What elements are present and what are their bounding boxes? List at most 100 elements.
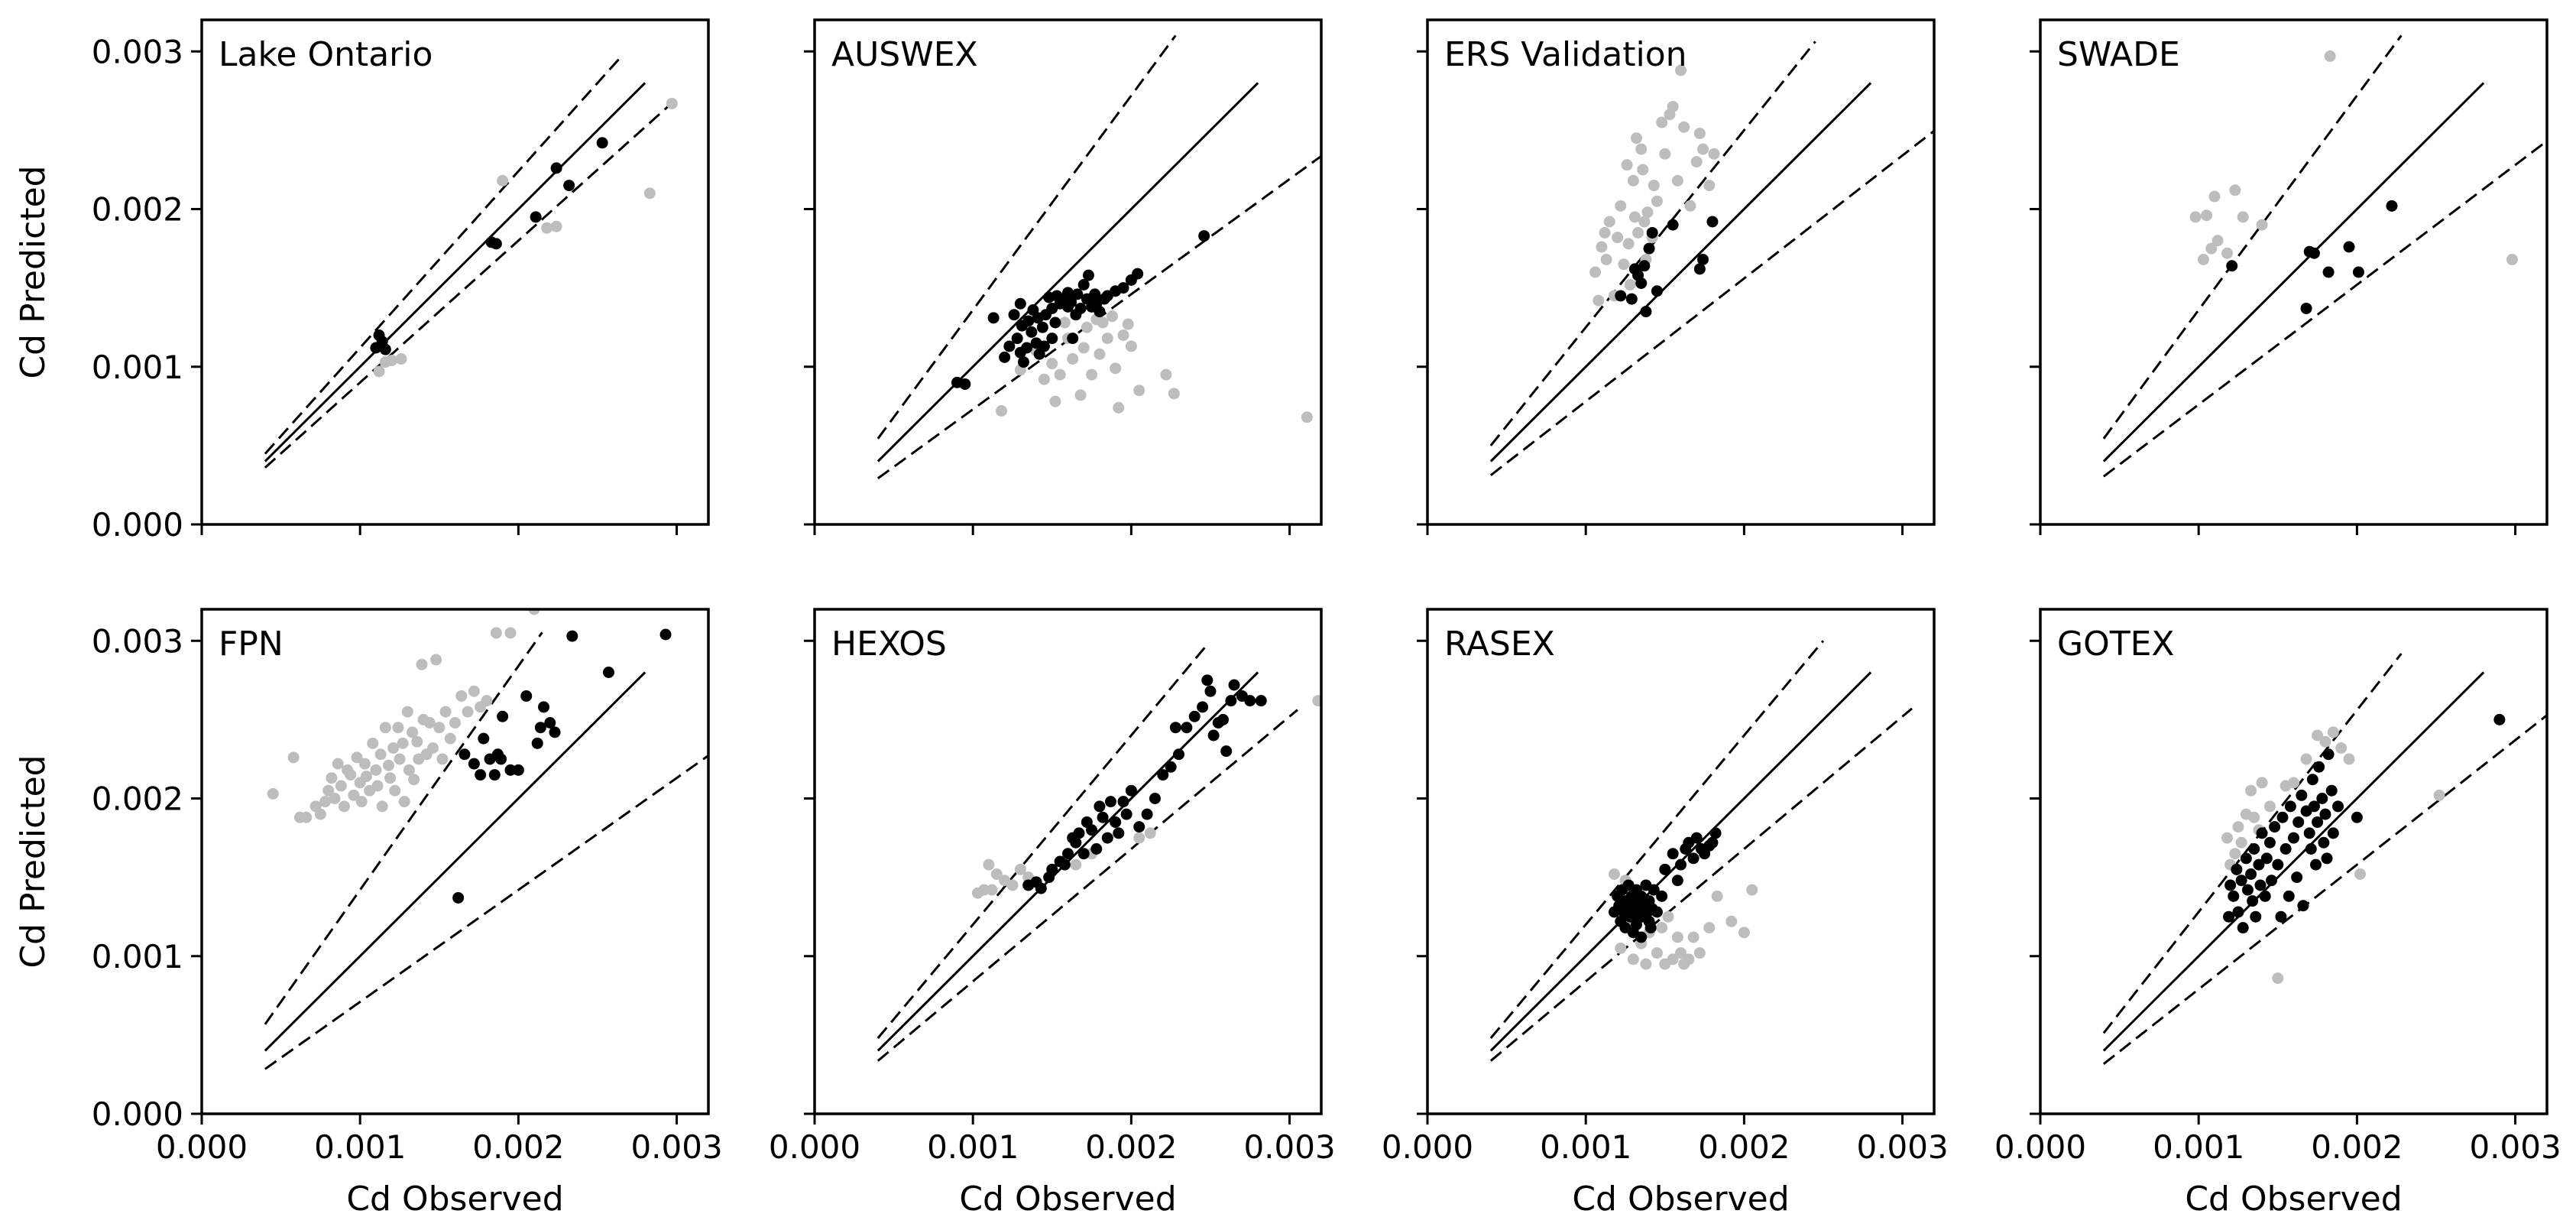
- included-point: [2263, 836, 2276, 849]
- lower-bound-dashed-line: [264, 100, 675, 469]
- included-point: [2313, 761, 2325, 773]
- x-tick-label: 0.003: [1856, 1128, 1948, 1166]
- included-point: [1706, 836, 1719, 849]
- included-point: [1062, 287, 1074, 299]
- excluded-point: [411, 735, 423, 748]
- x-tick-label: 0.003: [1243, 1128, 1335, 1166]
- included-point: [2254, 879, 2267, 891]
- included-point: [1017, 356, 1029, 368]
- upper-bound-dashed-line: [1489, 41, 1816, 446]
- excluded-point: [1117, 329, 1129, 341]
- excluded-point: [2324, 50, 2336, 62]
- included-point: [1094, 800, 1106, 813]
- excluded-point: [332, 758, 344, 770]
- excluded-point: [267, 787, 279, 800]
- excluded-point: [436, 753, 449, 765]
- excluded-point: [1097, 316, 1109, 329]
- excluded-point: [1077, 342, 1090, 354]
- excluded-point: [2327, 726, 2339, 738]
- one-to-one-line: [2102, 82, 2485, 462]
- included-point: [2272, 858, 2284, 871]
- y-tick-label: 0.000: [92, 506, 183, 544]
- excluded-point: [2272, 972, 2284, 985]
- included-point: [1675, 858, 1687, 871]
- included-point: [1690, 832, 1703, 844]
- panel-title: Lake Ontario: [219, 35, 433, 74]
- excluded-point: [367, 737, 379, 749]
- excluded-point: [389, 784, 401, 797]
- included-point: [1157, 769, 1169, 781]
- excluded-point: [395, 352, 407, 365]
- excluded-point: [1693, 128, 1706, 139]
- excluded-point: [329, 793, 341, 804]
- included-point: [1646, 226, 1658, 239]
- excluded-point: [1711, 890, 1723, 902]
- excluded-point: [1675, 947, 1687, 959]
- included-point: [1644, 922, 1657, 934]
- excluded-point: [1662, 910, 1674, 923]
- excluded-point: [1635, 143, 1648, 155]
- excluded-point: [1006, 879, 1019, 891]
- included-point: [2386, 200, 2398, 212]
- included-point: [2300, 302, 2312, 314]
- excluded-point: [1067, 352, 1079, 365]
- included-point: [1635, 277, 1648, 289]
- excluded-point: [1046, 358, 1058, 370]
- included-point: [1615, 290, 1627, 302]
- excluded-point: [319, 796, 332, 808]
- excluded-point: [643, 187, 656, 200]
- excluded-point: [1612, 232, 1624, 244]
- excluded-point: [345, 769, 357, 781]
- included-point: [2241, 884, 2254, 896]
- excluded-point: [497, 174, 509, 187]
- included-point: [2256, 827, 2268, 839]
- included-point: [1125, 784, 1137, 797]
- panel-title: FPN: [219, 625, 284, 664]
- panel-title: GOTEX: [2057, 625, 2175, 664]
- excluded-point: [462, 706, 474, 718]
- included-point: [379, 343, 391, 355]
- excluded-point: [1081, 321, 1093, 333]
- included-point: [602, 667, 614, 678]
- included-point: [2308, 800, 2320, 813]
- included-point: [2318, 836, 2330, 849]
- included-point: [1638, 260, 1651, 272]
- included-point: [1046, 863, 1058, 875]
- excluded-point: [439, 706, 452, 718]
- upper-bound-dashed-line: [2102, 653, 2403, 1034]
- x-tick-label: 0.000: [156, 1128, 248, 1166]
- excluded-point: [1656, 922, 1668, 934]
- included-point: [1244, 695, 1256, 707]
- included-point: [2291, 871, 2303, 884]
- excluded-point: [1675, 64, 1687, 76]
- excluded-point: [2256, 219, 2268, 231]
- plot-area: [264, 55, 678, 469]
- included-point: [1667, 219, 1679, 231]
- excluded-point: [1640, 958, 1652, 970]
- excluded-point: [338, 800, 350, 813]
- included-point: [1014, 297, 1026, 310]
- excluded-point: [1600, 254, 1612, 265]
- excluded-point: [1101, 333, 1113, 345]
- included-point: [1074, 302, 1087, 314]
- included-point: [544, 717, 556, 729]
- upper-bound-dashed-line: [264, 631, 543, 1025]
- y-axis-label: Cd Predicted: [14, 165, 53, 378]
- excluded-point: [1122, 318, 1134, 330]
- excluded-point: [1621, 159, 1633, 171]
- excluded-point: [1038, 373, 1050, 385]
- excluded-point: [2208, 190, 2221, 203]
- upper-bound-dashed-line: [1489, 640, 1825, 1039]
- excluded-point: [2229, 848, 2241, 860]
- included-point: [659, 628, 672, 641]
- excluded-point: [1624, 279, 1636, 290]
- panel-rasex: 0.000 0.001 0.002 0.003 RASEX Cd Observed: [1382, 608, 1949, 1219]
- included-point: [1643, 242, 1655, 255]
- included-point: [1217, 713, 1230, 725]
- included-point: [2322, 266, 2335, 278]
- excluded-point: [1627, 953, 1639, 966]
- panel-frame: [2039, 608, 2548, 1115]
- included-point: [1070, 836, 1082, 849]
- included-point: [2226, 260, 2238, 272]
- excluded-point: [1589, 266, 1602, 278]
